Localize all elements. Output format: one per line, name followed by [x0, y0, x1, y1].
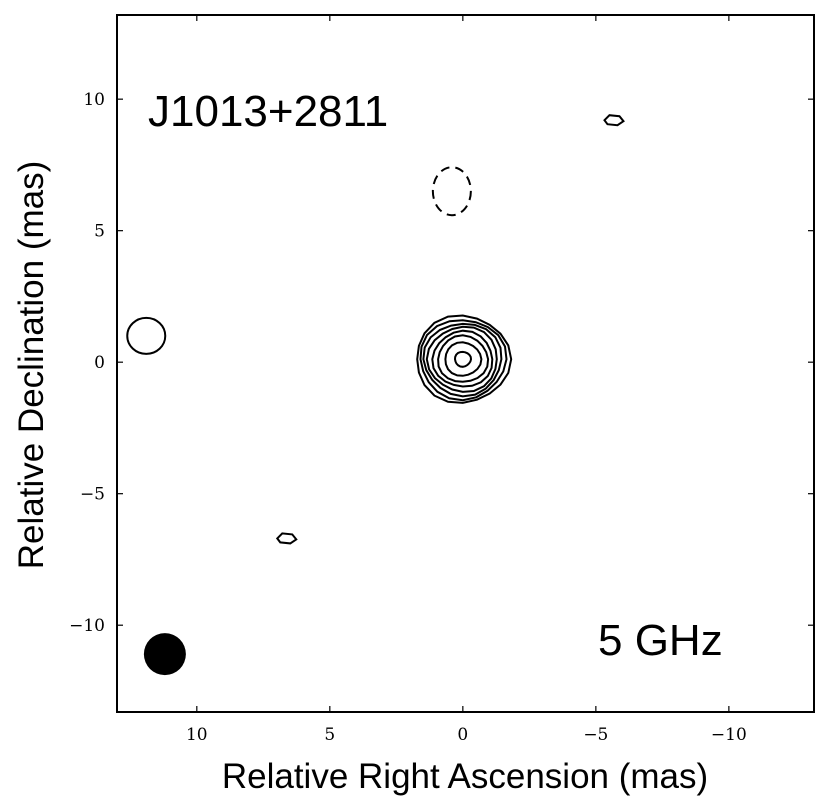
- y-axis-title: Relative Declination (mas): [12, 161, 51, 569]
- core-contour: [419, 319, 508, 402]
- core-contour: [431, 329, 494, 388]
- y-tick-label: −5: [80, 485, 105, 505]
- beam-ellipse: [143, 633, 186, 676]
- core-contour: [453, 350, 473, 368]
- positive-contour: [275, 532, 298, 545]
- y-tick-label: 5: [94, 222, 105, 242]
- x-tick-label: −5: [583, 725, 608, 745]
- source-label: J1013+2811: [148, 87, 388, 136]
- negative-contour: [431, 166, 472, 217]
- x-axis-title: Relative Right Ascension (mas): [222, 757, 708, 796]
- x-tick-label: −10: [711, 725, 747, 745]
- y-tick-label: 0: [94, 353, 105, 373]
- positive-contour: [603, 114, 625, 127]
- axis-ticks: 10 5 0 −5 −10 10 5 0 −5 −10: [69, 15, 814, 745]
- y-tick-label: 10: [83, 90, 105, 110]
- core-contour: [425, 325, 498, 393]
- plot-frame: [116, 14, 815, 713]
- y-tick-label: −10: [69, 616, 105, 636]
- core-contour: [444, 341, 483, 377]
- positive-contour: [126, 316, 167, 355]
- frequency-label: 5 GHz: [598, 616, 723, 665]
- contour-layer: [126, 114, 625, 676]
- x-tick-label: 0: [457, 725, 468, 745]
- core-contour: [422, 322, 503, 398]
- core-contour: [416, 314, 513, 404]
- x-tick-label: 5: [324, 725, 335, 745]
- x-tick-label: 10: [186, 725, 208, 745]
- core-contour: [437, 334, 490, 383]
